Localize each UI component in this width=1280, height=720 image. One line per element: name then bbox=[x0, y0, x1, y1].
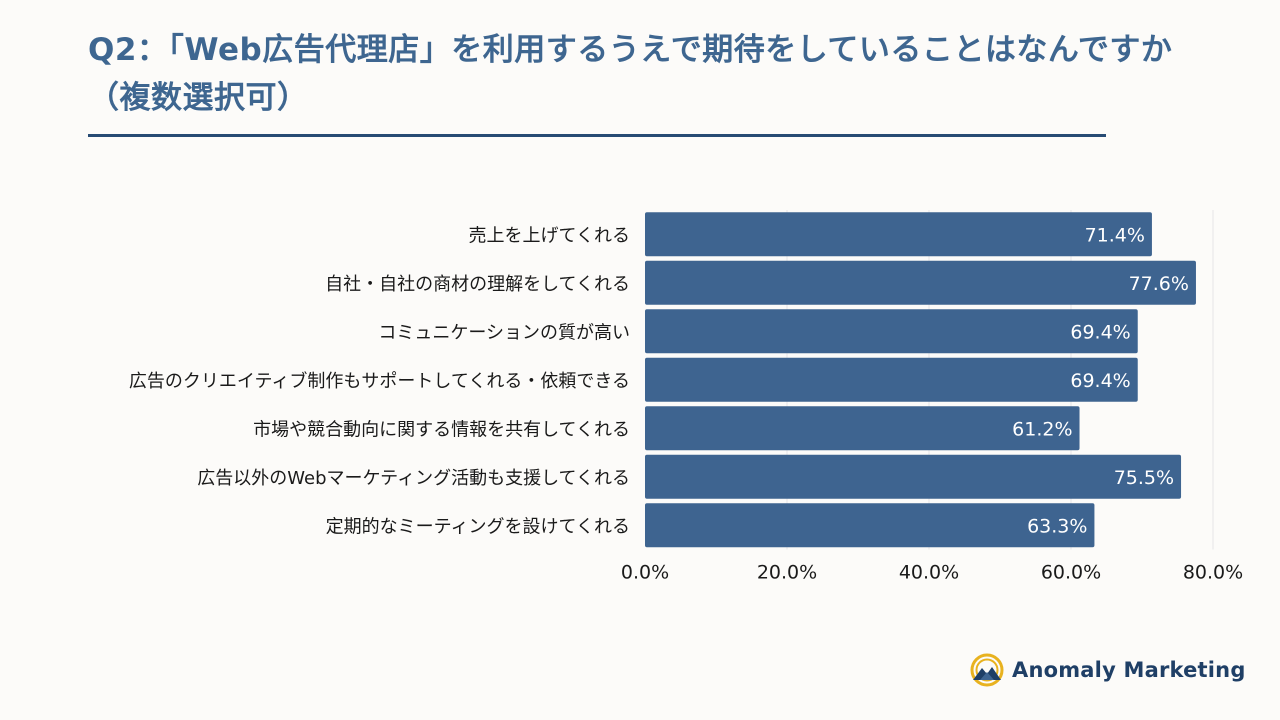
bar bbox=[645, 406, 1080, 451]
category-label: コミュニケーションの質が高い bbox=[378, 322, 630, 343]
bars: 71.4% 77.6% 69.4% 69.4% 61.2% 75.5% 63.3% bbox=[645, 212, 1196, 548]
bar bbox=[645, 212, 1152, 257]
bar-value-label: 61.2% bbox=[1012, 418, 1072, 440]
category-label: 市場や競合動向に関する情報を共有してくれる bbox=[253, 419, 630, 440]
bar-value-label: 69.4% bbox=[1070, 370, 1130, 392]
mountain-sun-logo-icon bbox=[970, 653, 1004, 687]
bar-value-label: 63.3% bbox=[1027, 515, 1087, 537]
category-label: 広告以外のWebマーケティング活動も支援してくれる bbox=[197, 468, 630, 489]
x-axis-ticks: 0.0% 20.0% 40.0% 60.0% 80.0% bbox=[621, 562, 1243, 584]
brand-name: Anomaly Marketing bbox=[1012, 658, 1246, 682]
chart-title: Q2：「Web広告代理店」を利用するうえで期待をしていることはなんですか（複数選… bbox=[88, 32, 1173, 116]
bar bbox=[645, 357, 1138, 402]
bar-value-label: 75.5% bbox=[1114, 467, 1174, 489]
title-divider bbox=[88, 134, 1106, 137]
bar-value-label: 69.4% bbox=[1070, 321, 1130, 343]
category-label: 定期的なミーティングを設けてくれる bbox=[326, 516, 630, 537]
bar bbox=[645, 454, 1182, 499]
bar-value-label: 77.6% bbox=[1129, 273, 1189, 295]
brand-logo: Anomaly Marketing bbox=[970, 652, 1246, 688]
bar bbox=[645, 309, 1138, 354]
category-labels: 売上を上げてくれる自社・自社の商材の理解をしてくれるコミュニケーションの質が高い… bbox=[129, 225, 630, 537]
bar bbox=[645, 503, 1095, 548]
category-label: 自社・自社の商材の理解をしてくれる bbox=[325, 274, 630, 295]
bar-value-label: 71.4% bbox=[1085, 224, 1145, 246]
x-tick-label: 40.0% bbox=[899, 562, 959, 584]
x-tick-label: 80.0% bbox=[1183, 562, 1243, 584]
bar bbox=[645, 260, 1196, 305]
category-label: 広告のクリエイティブ制作もサポートしてくれる・依頼できる bbox=[129, 370, 630, 392]
x-tick-label: 20.0% bbox=[757, 562, 817, 584]
x-tick-label: 60.0% bbox=[1041, 562, 1101, 584]
category-label: 売上を上げてくれる bbox=[469, 225, 630, 246]
x-tick-label: 0.0% bbox=[621, 562, 669, 584]
